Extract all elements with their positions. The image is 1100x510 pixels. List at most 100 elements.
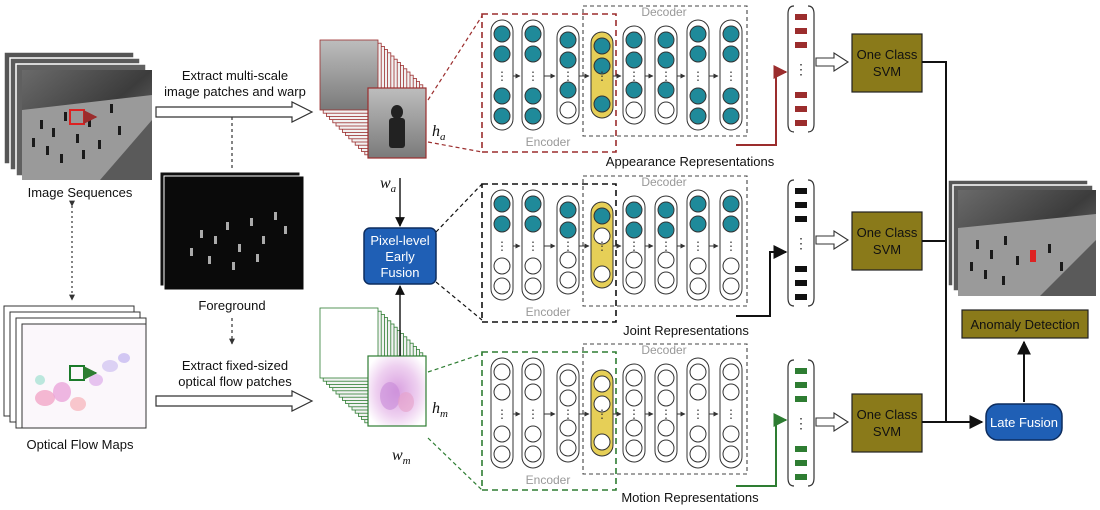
extract-flow-arrow: [155, 390, 314, 412]
vector-bracket-right: [807, 359, 815, 487]
neuron-node: [657, 201, 675, 219]
neuron-node: [625, 251, 643, 269]
joint-proj-top: [435, 183, 483, 233]
decoder-label: Decoder: [641, 175, 686, 189]
mot-to-svm-arrow: [815, 411, 850, 433]
neuron-node: [722, 425, 740, 443]
svm-joint-line1: One Class: [857, 225, 918, 240]
neuron-node: [689, 383, 707, 401]
vector-cell: [795, 460, 807, 466]
svm-mot-line2: SVM: [873, 424, 901, 439]
layer-column: [490, 189, 514, 301]
early-fusion-line2: Early: [385, 249, 415, 264]
late-fusion-label: Late Fusion: [990, 415, 1058, 430]
neuron-node: [524, 107, 542, 125]
neuron-node: [657, 271, 675, 289]
ellipsis-dots: ⋮: [660, 239, 672, 253]
ellipsis-dots: ⋮: [527, 69, 539, 83]
app-proj-bottom: [427, 141, 483, 153]
joint-feature-vector: ⋮: [787, 179, 815, 307]
ellipsis-dots: ⋮: [562, 69, 574, 83]
neuron-node: [593, 395, 611, 413]
layer-column: [556, 25, 580, 125]
neuron-node: [493, 425, 511, 443]
neuron-node: [593, 207, 611, 225]
vector-cell: [795, 446, 807, 452]
ellipsis-dots: ⋮: [660, 407, 672, 421]
neuron-node: [593, 95, 611, 113]
neuron-node: [593, 375, 611, 393]
layer-column: [654, 363, 678, 463]
neuron-node: [657, 369, 675, 387]
neuron-node: [524, 445, 542, 463]
ellipsis-dots: ⋮: [527, 239, 539, 253]
neuron-node: [722, 363, 740, 381]
neuron-node: [593, 227, 611, 245]
ellipsis-dots: ⋮: [628, 407, 640, 421]
anomaly-detection-label: Anomaly Detection: [970, 317, 1079, 332]
layer-column: [719, 19, 743, 131]
neuron-node: [722, 25, 740, 43]
neuron-node: [524, 363, 542, 381]
neuron-node: [689, 363, 707, 381]
vector-cell: [795, 188, 807, 194]
neuron-node: [559, 31, 577, 49]
extract-flow-step-line1: Extract fixed-sized: [182, 358, 288, 373]
vector-cell: [795, 216, 807, 222]
vector-cell: [795, 280, 807, 286]
late-fusion-box: Late Fusion: [985, 403, 1063, 441]
neuron-node: [493, 363, 511, 381]
pedestrian-body: [389, 118, 405, 148]
layer-column: [556, 363, 580, 463]
neuron-node: [493, 107, 511, 125]
extract-image-step-line1: Extract multi-scale: [182, 68, 288, 83]
app-proj-top: [427, 15, 483, 101]
neuron-node: [689, 25, 707, 43]
neuron-node: [493, 277, 511, 295]
neuron-node: [559, 201, 577, 219]
neuron-node: [493, 257, 511, 275]
neuron-node: [722, 45, 740, 63]
vector-cell: [795, 92, 807, 98]
joint-autoencoder: Encoder Decoder ⋮ ⋮ ⋮ ⋮ ⋮ ⋮ ⋮ ⋮: [481, 175, 748, 323]
wm-subscript: m: [403, 455, 411, 467]
neuron-node: [559, 101, 577, 119]
neuron-node: [689, 277, 707, 295]
ellipsis-dots: ⋮: [596, 239, 608, 253]
neuron-node: [625, 369, 643, 387]
neuron-node: [625, 201, 643, 219]
layer-column: [490, 19, 514, 131]
vector-ellipsis: ⋮: [794, 61, 808, 77]
neuron-node: [559, 369, 577, 387]
foreground-label: Foreground: [198, 298, 265, 313]
motion-feature-vector: ⋮: [787, 359, 815, 487]
joint-bottleneck-arrow: [736, 245, 788, 317]
neuron-node: [657, 101, 675, 119]
appearance-feature-vector: ⋮: [787, 5, 815, 133]
wa-symbol: w: [380, 175, 391, 192]
ha-subscript: a: [440, 131, 446, 143]
hm-label: hm: [432, 400, 448, 420]
neuron-node: [689, 195, 707, 213]
neuron-node: [524, 195, 542, 213]
neuron-node: [689, 45, 707, 63]
flow-blob: [398, 392, 414, 412]
early-fusion-box: Pixel-level Early Fusion: [363, 227, 437, 285]
optical-flow-image: [21, 323, 147, 429]
ellipsis-dots: ⋮: [725, 69, 737, 83]
neuron-node: [524, 215, 542, 233]
layer-column: [719, 189, 743, 301]
optical-flow-label: Optical Flow Maps: [27, 437, 134, 452]
vector-bracket-left: [787, 5, 795, 133]
motion-svm-box: One Class SVM: [851, 393, 923, 453]
neuron-node: [524, 87, 542, 105]
layer-column: [719, 357, 743, 469]
neuron-node: [657, 251, 675, 269]
neuron-node: [722, 107, 740, 125]
ellipsis-dots: ⋮: [628, 239, 640, 253]
ellipsis-dots: ⋮: [628, 69, 640, 83]
hm-symbol: h: [432, 400, 440, 417]
neuron-node: [722, 195, 740, 213]
vector-cell: [795, 382, 807, 388]
decoder-label: Decoder: [641, 343, 686, 357]
